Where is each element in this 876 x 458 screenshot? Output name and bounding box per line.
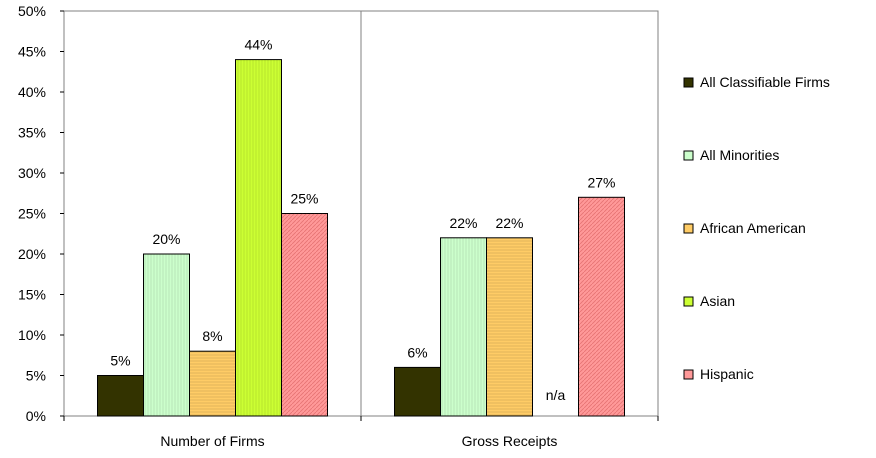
y-tick-label: 15% [18, 287, 46, 303]
bar [97, 375, 144, 417]
bar-pattern [235, 59, 282, 416]
y-tick-label: 20% [18, 246, 46, 262]
legend-label: Hispanic [700, 366, 754, 382]
data-label: 22% [449, 215, 477, 231]
y-tick-label: 35% [18, 125, 46, 141]
y-tick-label: 10% [18, 327, 46, 343]
legend-label: Asian [700, 293, 735, 309]
bar-pattern [281, 213, 328, 416]
y-tick-label: 45% [18, 44, 46, 60]
data-label: 5% [110, 353, 130, 369]
x-category-label: Gross Receipts [462, 433, 558, 449]
y-tick-label: 50% [18, 3, 46, 19]
legend-label: All Classifiable Firms [700, 74, 830, 90]
x-category-label: Number of Firms [160, 433, 264, 449]
data-label: 6% [407, 344, 427, 360]
legend-swatch [683, 369, 694, 380]
legend-swatch [683, 223, 694, 234]
legend: All Classifiable Firms All Minorities Afri… [683, 74, 830, 382]
data-label: n/a [546, 387, 566, 403]
y-tick-label: 40% [18, 84, 46, 100]
bar-pattern [578, 197, 625, 416]
legend-label: All Minorities [700, 147, 779, 163]
legend-swatch [683, 150, 694, 161]
data-label: 20% [152, 231, 180, 247]
bar-pattern [143, 254, 190, 416]
data-label: 8% [202, 328, 222, 344]
legend-swatch [683, 296, 694, 307]
y-tick-label: 5% [26, 368, 46, 384]
data-label: 25% [290, 191, 318, 207]
bar [394, 366, 441, 417]
y-tick-label: 25% [18, 206, 46, 222]
data-label: 22% [495, 215, 523, 231]
y-tick-label: 0% [26, 408, 46, 424]
data-label: 27% [587, 174, 615, 190]
bar-pattern [440, 237, 487, 416]
data-label: 44% [244, 37, 272, 53]
y-tick-label: 30% [18, 165, 46, 181]
legend-swatch [683, 77, 694, 88]
bar-pattern [189, 351, 236, 416]
legend-label: African American [700, 220, 806, 236]
bar-pattern [486, 237, 533, 416]
